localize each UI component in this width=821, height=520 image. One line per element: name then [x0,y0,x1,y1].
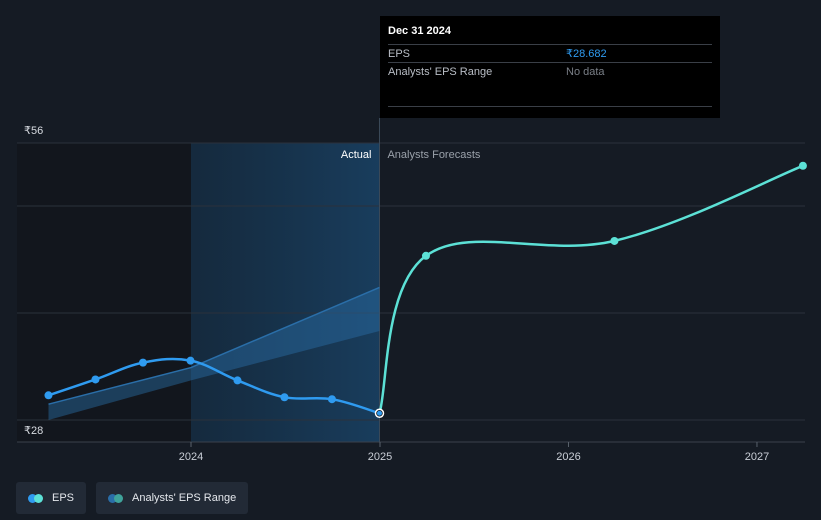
legend-item-analysts-range[interactable]: Analysts' EPS Range [96,482,249,514]
analyst-range-band [48,287,380,420]
tooltip-panel: Dec 31 2024 EPS ₹28.682 Analysts' EPS Ra… [380,16,720,118]
eps-point [376,410,382,416]
tooltip-date: Dec 31 2024 [388,25,451,37]
swatch-dot [34,493,43,503]
x-tick-label: 2027 [745,451,769,463]
eps-line-actual [47,357,381,415]
highlight-region [191,143,380,442]
swatch-dot [108,493,118,503]
eps-point [280,393,289,402]
x-tick-label: 2026 [556,451,580,463]
tooltip-row-range: Analysts' EPS Range No data [388,62,712,80]
eps-point [44,391,53,400]
eps-point [798,161,807,170]
actual-label: Actual [341,149,372,161]
swatch-dot [114,493,124,503]
tooltip-row-eps: EPS ₹28.682 [388,44,712,62]
eps-point [186,356,195,365]
swatch-dot [28,493,37,503]
range-swatch-icon [108,493,124,503]
x-tick-label: 2024 [179,451,203,463]
legend: EPS Analysts' EPS Range [16,482,249,514]
analyst-range-upper-edge [48,286,380,405]
forecast-label: Analysts Forecasts [387,149,480,161]
eps-point [421,251,430,260]
eps-line-forecast [378,164,805,415]
tooltip-value: No data [566,65,605,78]
eps-point [233,376,242,385]
eps-chart: 2024 2025 2026 2027 ₹56 ₹28 Actual Analysts For… [17,118,807,463]
legend-label: EPS [52,492,75,504]
y-axis-top-label: ₹56 [24,125,43,137]
eps-point [138,358,147,367]
legend-item-eps[interactable]: EPS [16,482,87,514]
y-axis-bottom-label: ₹28 [24,425,43,437]
eps-point [91,375,100,384]
tooltip-value: ₹28.682 [566,48,607,60]
eps-point [610,236,619,245]
tooltip-divider [388,106,712,107]
eps-point [327,395,336,404]
eps-swatch-icon [28,493,44,503]
x-tick-label: 2025 [368,451,392,463]
legend-label: Analysts' EPS Range [132,492,237,504]
tooltip-key: EPS [388,47,411,60]
tooltip-key: Analysts' EPS Range [388,65,493,78]
